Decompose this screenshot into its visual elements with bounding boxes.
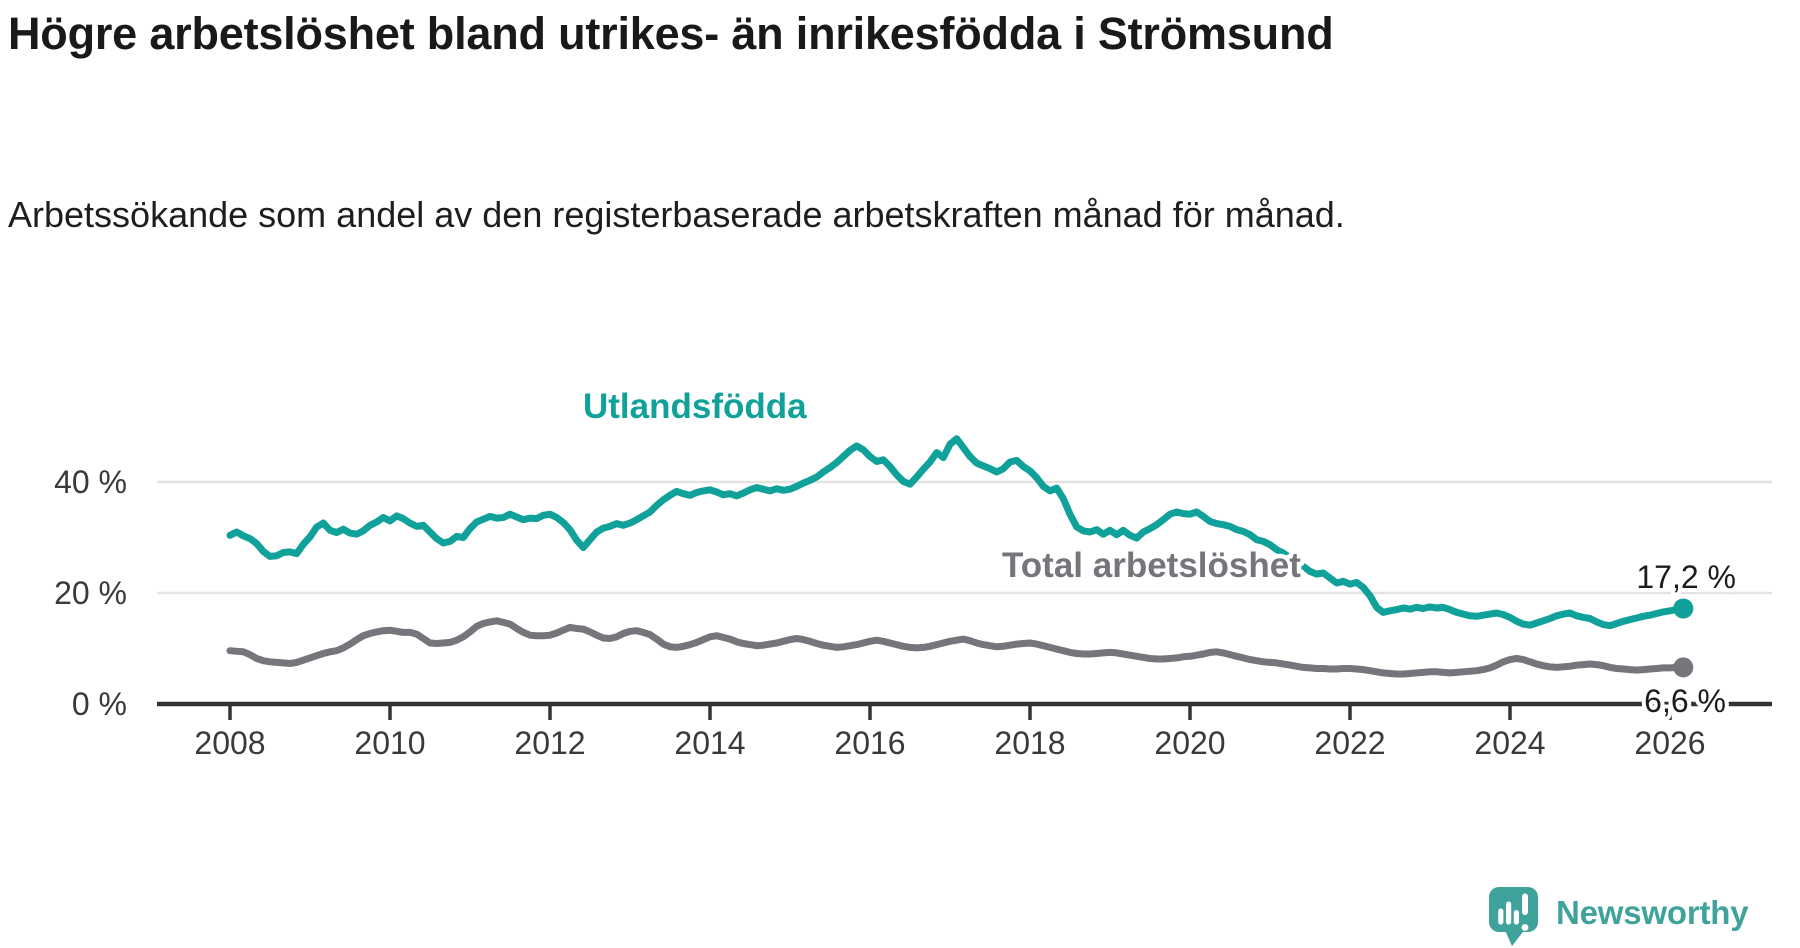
series-layer (226, 435, 1687, 678)
x-tick-label: 2014 (674, 725, 745, 761)
utlandsfodda-line (226, 435, 1687, 630)
chart-subtitle: Arbetssökande som andel av den registerb… (8, 194, 1345, 235)
newsworthy-wordmark: Newsworthy (1556, 894, 1749, 931)
x-tick-label: 2026 (1634, 725, 1705, 761)
end-value-label-utlandsfodda: 17,2 % (1636, 559, 1736, 595)
x-tick-label: 2016 (834, 725, 905, 761)
axis-layer: 2008 2010 2012 2014 2016 2018 2020 2022 2024 2026… (54, 464, 1772, 761)
x-tick-label: 2018 (994, 725, 1065, 761)
series-label-total-arbetsloshet: Total arbetslöshet (1002, 546, 1301, 585)
newsworthy-chart-bubble-icon (1489, 887, 1538, 946)
utlandsfodda-end-dot (1673, 598, 1694, 619)
total-arbetsloshet-end-dot (1673, 657, 1694, 678)
y-tick-label: 40 % (54, 464, 127, 500)
x-tick-label: 2022 (1314, 725, 1385, 761)
series-label-utlandsfodda: Utlandsfödda (583, 387, 807, 426)
x-tick-label: 2020 (1154, 725, 1225, 761)
dot-layer (1673, 598, 1694, 678)
label-layer: Utlandsfödda Total arbetslöshet 17,2 % 6… (579, 383, 1741, 724)
total-arbetsloshet-line (226, 617, 1687, 678)
x-tick-label: 2012 (514, 725, 585, 761)
y-tick-label: 0 % (72, 686, 127, 722)
newsworthy-logo[interactable]: Newsworthy (1489, 886, 1749, 948)
y-tick-label: 20 % (54, 575, 127, 611)
x-tick-label: 2010 (354, 725, 425, 761)
grid-layer (157, 480, 1772, 595)
page-title: Högre arbetslöshet bland utrikes- än inr… (8, 8, 1334, 59)
x-tick-label: 2024 (1474, 725, 1545, 761)
end-value-label-total-arbetsloshet: 6,6 % (1644, 683, 1726, 719)
x-tick-label: 2008 (194, 725, 265, 761)
